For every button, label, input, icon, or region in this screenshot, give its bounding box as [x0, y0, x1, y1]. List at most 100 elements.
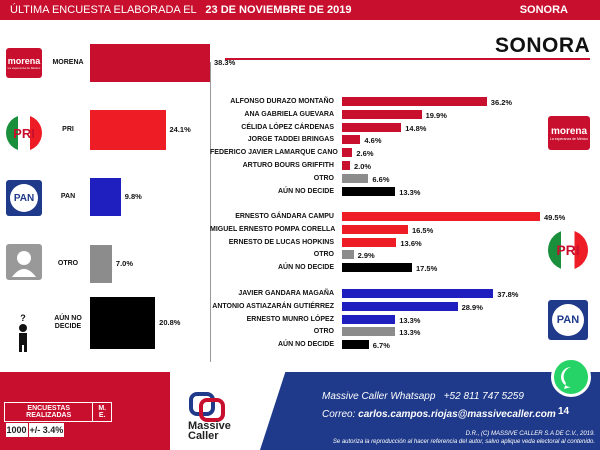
candidate-bar-aun-no-decide — [342, 263, 412, 273]
candidate-bar-celida-lopez-cardenas — [342, 122, 402, 132]
party-bar-pri — [90, 110, 166, 150]
section-divider — [210, 62, 211, 362]
party-value-pan: 9.8% — [124, 192, 142, 201]
top-bar: ÚLTIMA ENCUESTA ELABORADA EL 23 DE NOVIE… — [0, 0, 600, 20]
candidate-value-aun-no-decide: 6.7% — [372, 341, 390, 351]
candidate-bar-otro — [342, 327, 396, 337]
contact-panel — [240, 372, 600, 450]
brand-line-2: Caller — [188, 430, 219, 442]
party-value-otro: 7.0% — [115, 259, 134, 268]
candidate-value-otro: 6.6% — [372, 174, 390, 184]
candidate-label-aun-no-decide: AÚN NO DECIDE — [277, 187, 334, 195]
survey-date: 23 DE NOVIEMBRE DE 2019 — [205, 4, 352, 16]
candidate-label-federico-javier-lamarque-cano: FEDERICO JAVIER LAMARQUE CANO — [210, 149, 338, 157]
email-line: Correo: carlos.campos.riojas@massivecall… — [322, 409, 556, 420]
party-label-pri: PRI — [62, 126, 74, 133]
pan-logo: PAN — [6, 180, 42, 216]
candidate-value-ana-gabriela-guevara: 19.9% — [425, 110, 447, 120]
candidate-value-ernesto-gandara-campu: 49.5% — [544, 213, 566, 222]
candidate-value-ernesto-munro-lopez: 13.3% — [399, 315, 421, 325]
party-label-otro: OTRO — [57, 260, 79, 267]
stats-panel: ENCUESTAS REALIZADAS M. E. 1000 +/- 3.4% — [0, 372, 170, 450]
pri-logo-right: PRI — [548, 230, 588, 270]
massive-caller-logo-icon — [189, 392, 225, 422]
candidate-bar-otro — [342, 173, 369, 183]
morena-logo-right: morena La esperanza de México — [548, 116, 590, 150]
massive-caller-brand: Massive Caller — [188, 420, 231, 442]
whatsapp-number[interactable]: +52 811 747 5259 — [443, 391, 524, 402]
candidate-label-otro: OTRO — [313, 174, 334, 182]
survey-prefix: ÚLTIMA ENCUESTA ELABORADA EL — [10, 4, 197, 16]
party-bar-morena — [90, 44, 210, 82]
candidate-label-jorge-taddei-bringas: JORGE TADDEI BRINGAS — [247, 136, 334, 144]
candidate-bar-javier-gandara-magana — [342, 289, 494, 298]
candidate-label-miguel-ernesto-pompa-corella: MIGUEL ERNESTO POMPA CORELLA — [210, 225, 336, 233]
surveys-value: 1000 — [4, 422, 29, 438]
candidate-bar-ernesto-gandara-campu — [342, 212, 540, 221]
page-title: SONORA — [495, 34, 591, 57]
title-underline — [225, 58, 590, 60]
candidate-label-aun-no-decide: AÚN NO DECIDE — [277, 264, 334, 272]
candidate-value-antonio-astiazaran-gutierrez: 28.9% — [461, 302, 483, 312]
candidate-value-otro: 2.9% — [357, 251, 375, 261]
candidate-bar-ana-gabriela-guevara — [342, 109, 422, 119]
candidate-bar-aun-no-decide — [342, 340, 369, 350]
candidate-label-javier-gandara-magana: JAVIER GANDARA MAGAÑA — [238, 290, 334, 297]
candidate-label-otro: OTRO — [313, 328, 334, 336]
stats-table: ENCUESTAS REALIZADAS M. E. 1000 +/- 3.4% — [3, 402, 112, 438]
candidate-label-ana-gabriela-guevara: ANA GABRIELA GUEVARA — [244, 110, 334, 118]
candidate-label-aun-no-decide: AÚN NO DECIDE — [277, 341, 334, 349]
candidate-label-celida-lopez-cardenas: CÉLIDA LÓPEZ CÁRDENAS — [241, 123, 334, 131]
email-link[interactable]: carlos.campos.riojas@massivecaller.com — [358, 409, 556, 420]
candidate-bar-ernesto-de-lucas-hopkins — [342, 237, 397, 247]
candidate-label-ernesto-munro-lopez: ERNESTO MUNRO LÓPEZ — [246, 315, 334, 323]
candidate-value-federico-javier-lamarque-cano: 2.6% — [356, 149, 374, 159]
party-value-aun-no-decide: 20.8% — [159, 318, 181, 327]
whatsapp-line: Massive Caller Whatsapp +52 811 747 5259 — [322, 391, 524, 402]
candidate-value-arturo-bours-griffith: 2.0% — [354, 162, 372, 171]
candidate-value-ernesto-de-lucas-hopkins: 13.6% — [400, 238, 422, 248]
morena-logo: morena La esperanza de México — [6, 48, 42, 78]
page-number: 14 — [558, 406, 570, 417]
pan-logo-right: PAN — [548, 300, 588, 340]
survey-date-line: ÚLTIMA ENCUESTA ELABORADA EL 23 DE NOVIE… — [10, 4, 352, 16]
candidate-value-otro: 13.3% — [399, 328, 421, 338]
candidate-label-alfonso-durazo-montano: ALFONSO DURAZO MONTAÑO — [230, 98, 334, 105]
party-bar-aun-no-decide — [90, 297, 156, 349]
candidate-label-arturo-bours-griffith: ARTURO BOURS GRIFFITH — [242, 162, 334, 169]
party-label-aun-no-decide: AÚN NO DECIDE — [54, 315, 82, 330]
candidate-value-alfonso-durazo-montano: 36.2% — [490, 98, 513, 107]
legal-notice: D.R., (C) MASSIVE CALLER S.A DE C.V., 20… — [332, 431, 595, 445]
party-value-morena: 38.3% — [214, 58, 236, 67]
candidate-bar-arturo-bours-griffith — [342, 161, 350, 170]
pri-logo: PRI — [6, 115, 42, 151]
candidate-bar-aun-no-decide — [342, 186, 396, 196]
surveys-header: ENCUESTAS REALIZADAS — [3, 402, 94, 422]
party-label-morena: MORENA — [52, 59, 84, 66]
candidate-bar-miguel-ernesto-pompa-corella — [342, 224, 408, 234]
party-bar-otro — [90, 245, 112, 283]
candidate-value-aun-no-decide: 17.5% — [416, 264, 438, 274]
candidate-bar-federico-javier-lamarque-cano — [342, 148, 353, 158]
candidate-value-miguel-ernesto-pompa-corella: 16.5% — [412, 225, 434, 235]
candidate-bar-otro — [342, 250, 354, 260]
candidate-bar-alfonso-durazo-montano — [342, 97, 487, 106]
candidate-label-otro: OTRO — [313, 251, 334, 259]
candidate-bar-jorge-taddei-bringas — [342, 135, 361, 145]
error-margin-header: M. E. — [92, 402, 112, 422]
candidate-bar-antonio-astiazaran-gutierrez — [342, 301, 458, 311]
candidate-value-aun-no-decide: 13.3% — [399, 187, 421, 197]
party-value-pri: 24.1% — [169, 125, 191, 134]
error-margin-value: +/- 3.4% — [27, 422, 66, 438]
candidate-value-jorge-taddei-bringas: 4.6% — [364, 136, 382, 146]
brand-line-1: Massive — [188, 420, 231, 432]
candidate-label-ernesto-gandara-campu: ERNESTO GÁNDARA CAMPU — [235, 213, 334, 220]
candidate-value-celida-lopez-cardenas: 14.8% — [405, 123, 427, 133]
contact-info: Massive Caller Whatsapp +52 811 747 5259… — [322, 388, 556, 424]
thinking-person-icon: ? — [10, 312, 36, 352]
whatsapp-icon[interactable] — [551, 357, 591, 397]
svg-text:?: ? — [20, 313, 26, 323]
party-label-pan: PAN — [60, 193, 76, 200]
footer: ENCUESTAS REALIZADAS M. E. 1000 +/- 3.4% — [0, 372, 600, 450]
candidate-bar-ernesto-munro-lopez — [342, 314, 396, 324]
